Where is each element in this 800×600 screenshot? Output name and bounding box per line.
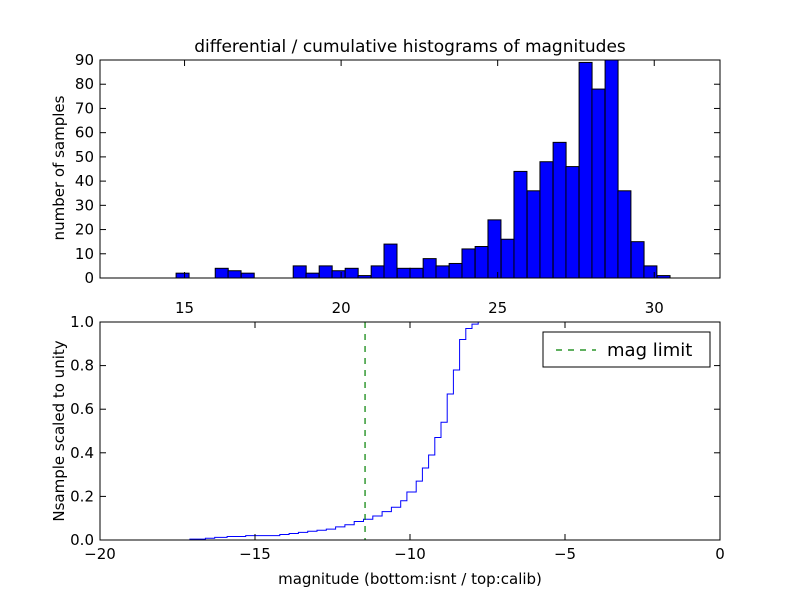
histogram-bar — [565, 166, 580, 279]
histogram-bar — [630, 241, 645, 279]
histogram-bar — [175, 272, 190, 279]
y-tick-label: 0 — [84, 269, 94, 287]
histogram-bar — [539, 161, 554, 279]
top-chart-title: differential / cumulative histograms of … — [194, 37, 626, 57]
histogram-bar — [331, 270, 346, 279]
y-tick-label: 10 — [75, 245, 94, 263]
differential-histogram: 0 10 20 30 40 50 60 70 80 90 15 20 25 30 — [75, 51, 721, 317]
histogram-bar — [591, 88, 606, 279]
x-tick-label: 0 — [715, 545, 725, 563]
histogram-bar — [461, 248, 476, 279]
histogram-bar — [578, 61, 593, 279]
y-tick-label: 1.0 — [70, 313, 94, 331]
histogram-bar — [305, 272, 320, 279]
x-tick-label: 15 — [175, 299, 194, 317]
x-tick-label: −20 — [84, 545, 116, 563]
x-tick-label: −5 — [554, 545, 576, 563]
legend: mag limit — [542, 331, 711, 368]
top-y-axis-label: number of samples — [50, 95, 68, 240]
histogram-bar — [474, 246, 489, 279]
histogram-bar — [292, 265, 307, 279]
cumulative-step-line — [100, 321, 720, 541]
y-tick-label: 40 — [75, 172, 94, 190]
bottom-y-axis-label: Nsample scaled to unity — [50, 340, 68, 521]
histogram-bar — [383, 243, 398, 279]
y-tick-label: 60 — [75, 124, 94, 142]
histogram-bar — [422, 258, 437, 279]
histogram-bar — [409, 267, 424, 279]
histogram-bar — [435, 265, 450, 279]
y-tick-label: 0.6 — [70, 400, 94, 418]
y-tick-label: 30 — [75, 196, 94, 214]
x-tick-label: −15 — [239, 545, 271, 563]
y-tick-label: 70 — [75, 99, 94, 117]
histogram-bar — [617, 190, 632, 279]
histogram-bar — [227, 270, 242, 279]
x-tick-label: −10 — [394, 545, 426, 563]
histogram-bar — [214, 267, 229, 279]
cumulative-histogram: 0.0 0.2 0.4 0.6 0.8 1.0 −20 −15 −10 −5 0 mag limit — [70, 313, 725, 563]
y-tick-label: 50 — [75, 148, 94, 166]
y-tick-label: 80 — [75, 75, 94, 93]
histogram-bar — [344, 267, 359, 279]
bottom-x-axis-label: magnitude (bottom:isnt / top:calib) — [278, 570, 542, 588]
histogram-bar — [500, 238, 515, 279]
x-tick-label: 30 — [645, 299, 664, 317]
histogram-bar — [604, 59, 619, 279]
top-plot-frame — [99, 59, 721, 279]
x-tick-label: 20 — [332, 299, 351, 317]
histogram-bar — [240, 272, 255, 279]
x-tick-label: 25 — [488, 299, 507, 317]
histogram-bar — [526, 190, 541, 279]
histogram-bar — [448, 262, 463, 279]
histogram-bar — [370, 265, 385, 279]
y-tick-label: 0.8 — [70, 357, 94, 375]
y-tick-label: 90 — [75, 51, 94, 69]
y-tick-label: 20 — [75, 221, 94, 239]
y-tick-label: 0.0 — [70, 531, 94, 549]
histogram-bar — [318, 265, 333, 279]
histogram-bar — [487, 219, 502, 279]
y-tick-label: 0.2 — [70, 487, 94, 505]
legend-label: mag limit — [607, 340, 692, 361]
histogram-bar — [513, 170, 528, 279]
histogram-bar — [396, 267, 411, 279]
histogram-bar — [552, 141, 567, 279]
y-tick-label: 0.4 — [70, 444, 94, 462]
histogram-bar — [643, 265, 658, 279]
